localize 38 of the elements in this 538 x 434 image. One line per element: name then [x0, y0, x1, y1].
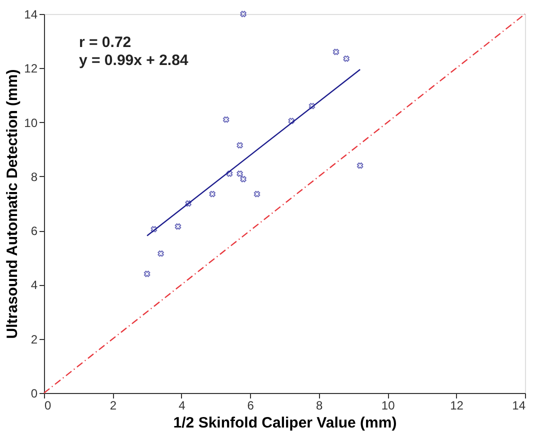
y-tick-label: 0	[30, 386, 38, 400]
point	[236, 170, 243, 177]
y-tick-label: 6	[30, 224, 38, 238]
point	[343, 56, 350, 62]
y-tick-label: 10	[24, 116, 38, 130]
y-tick-label: 14	[24, 8, 38, 22]
point	[240, 10, 246, 18]
x-tick-label: 4	[178, 398, 186, 412]
y-tick-label: 12	[24, 62, 38, 76]
point	[150, 226, 158, 232]
point	[144, 270, 150, 278]
point	[288, 118, 294, 124]
point	[158, 250, 164, 257]
y-axis-title: Ultrasound Automatic Detection (mm)	[4, 69, 22, 339]
y-tick-label: 4	[30, 278, 38, 292]
y-tick-label: 2	[30, 332, 38, 346]
point	[308, 102, 316, 110]
point	[332, 48, 340, 56]
point	[185, 200, 192, 207]
point	[240, 176, 246, 182]
point	[226, 170, 233, 177]
x-tick-label: 10	[381, 398, 396, 412]
point	[174, 223, 182, 230]
x-axis-title: 1/2 Skinfold Caliper Value (mm)	[173, 414, 397, 432]
x-tick-label: 2	[110, 398, 117, 412]
point	[356, 162, 364, 169]
x-tick-label: 12	[450, 398, 464, 412]
y-tick-label: 8	[30, 170, 38, 184]
x-tick-label: 6	[247, 398, 254, 412]
annotation: r = 0.72	[79, 34, 132, 51]
x-tick-label: 14	[512, 398, 526, 412]
x-tick-label: 0	[44, 398, 52, 412]
point	[254, 190, 260, 198]
annotation: y = 0.99x + 2.84	[79, 52, 189, 69]
point	[209, 190, 216, 198]
point	[222, 116, 230, 123]
x-tick-label: 8	[316, 398, 324, 412]
point	[236, 142, 243, 148]
